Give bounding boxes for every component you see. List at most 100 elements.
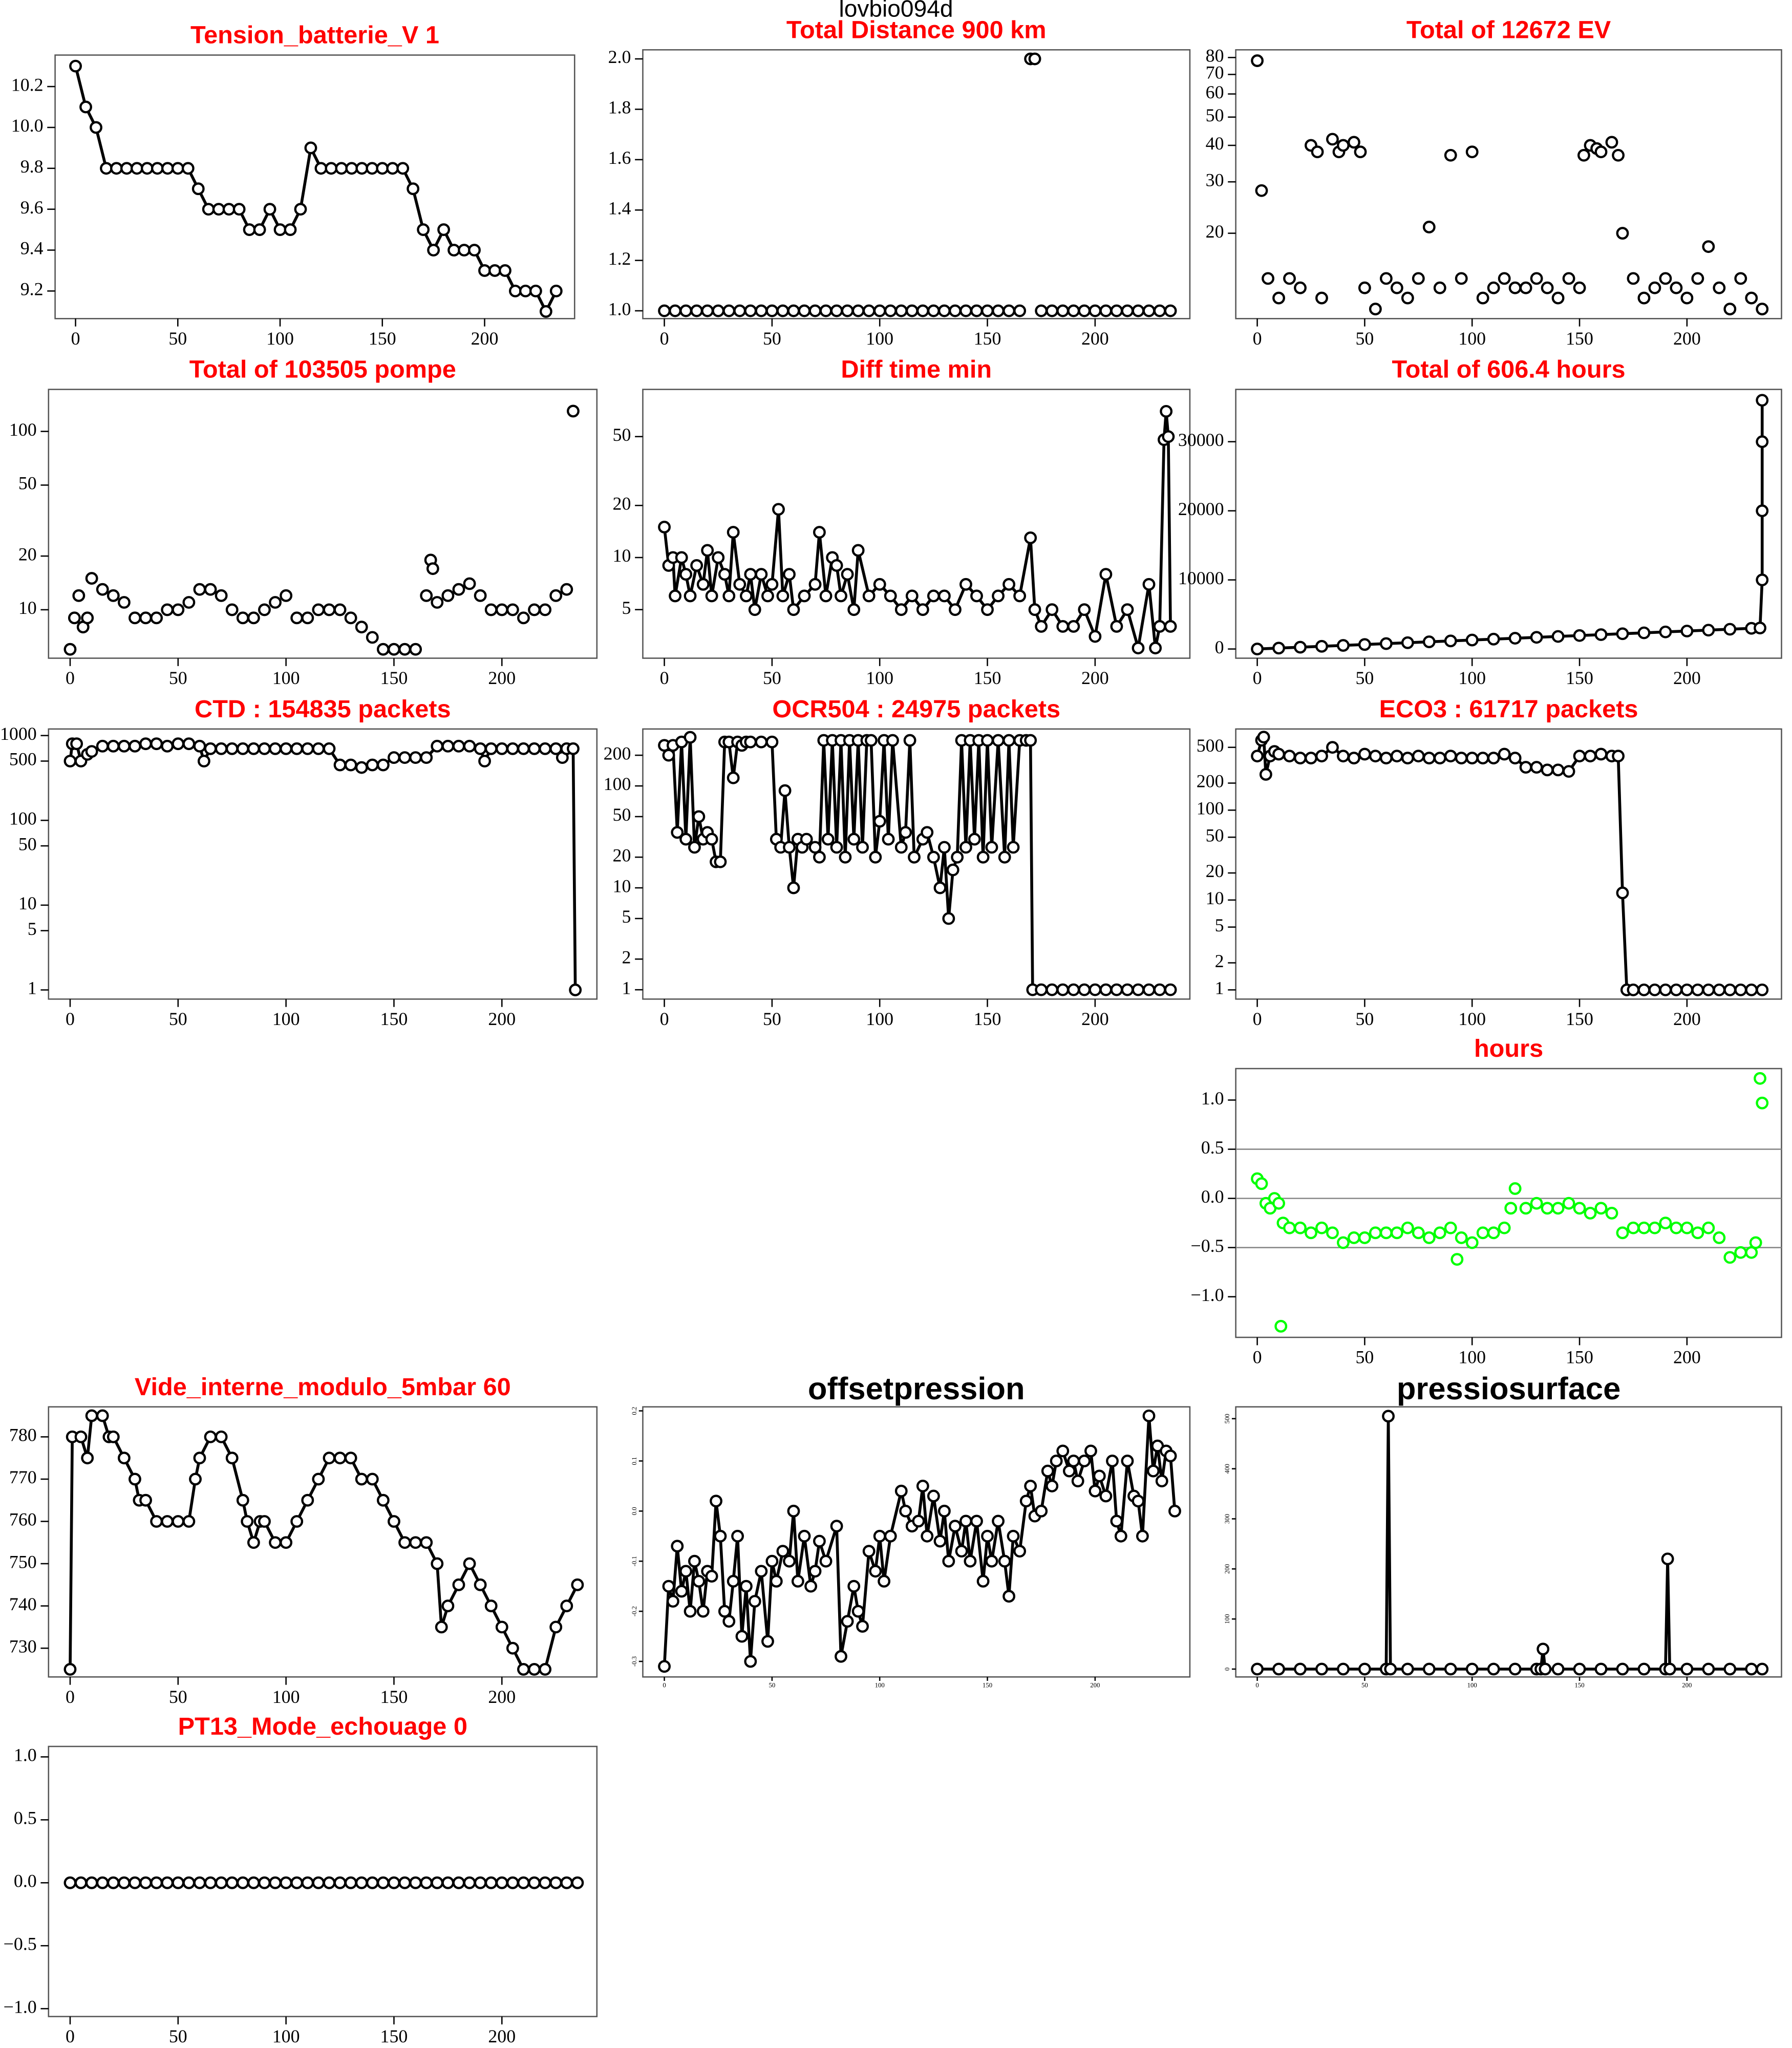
point: [1422, 221, 1436, 233]
y-tick-label: 200: [1197, 771, 1224, 792]
point: [1519, 1202, 1532, 1215]
point: [1551, 763, 1565, 777]
point: [884, 304, 897, 317]
point: [927, 589, 940, 603]
y-tick-label: −0.5: [1190, 1235, 1224, 1256]
point: [1132, 1495, 1145, 1508]
x-tick-label: 100: [272, 1009, 300, 1029]
point: [821, 833, 835, 846]
point: [1713, 983, 1726, 996]
point: [998, 850, 1011, 864]
point: [1756, 1096, 1769, 1110]
point: [247, 742, 260, 755]
point: [409, 1536, 422, 1549]
point: [150, 737, 163, 751]
x-tick-label: 50: [763, 1009, 781, 1029]
point: [409, 1876, 422, 1889]
point: [273, 223, 287, 236]
point: [452, 1876, 465, 1889]
point: [1756, 303, 1769, 316]
point: [1476, 291, 1489, 305]
point: [1110, 304, 1123, 317]
point: [1659, 983, 1672, 996]
chart-title: ECO3 : 61717 packets: [1379, 695, 1638, 723]
point: [658, 521, 671, 534]
point: [869, 850, 882, 864]
point: [63, 1663, 77, 1676]
point: [417, 223, 430, 236]
point: [1110, 983, 1123, 996]
point: [304, 141, 317, 155]
point: [1519, 281, 1532, 294]
point: [407, 182, 420, 196]
point: [1041, 1464, 1054, 1478]
point: [761, 589, 774, 603]
point: [333, 1452, 347, 1465]
point: [1756, 983, 1769, 996]
y-tick-label: 10: [18, 598, 37, 618]
chart-title: Tension_batterie_V 1: [190, 22, 439, 49]
point: [776, 304, 790, 317]
point: [959, 578, 972, 591]
point: [1401, 1662, 1414, 1676]
point: [1089, 630, 1102, 643]
point: [813, 526, 826, 539]
y-tick-label: 740: [9, 1594, 37, 1614]
point: [117, 1452, 131, 1465]
point: [1508, 1182, 1522, 1195]
point: [1584, 750, 1597, 763]
point: [1594, 748, 1608, 761]
point: [748, 603, 761, 616]
point: [1401, 291, 1414, 305]
point: [1337, 750, 1350, 763]
point: [1255, 184, 1268, 197]
point: [916, 1479, 929, 1492]
point: [1605, 136, 1618, 149]
x-tick-label: 0: [1253, 1009, 1262, 1029]
point: [85, 745, 98, 758]
point: [539, 603, 552, 616]
point: [1369, 1226, 1382, 1240]
y-tick-label: -0.3: [631, 1656, 638, 1667]
point: [1541, 281, 1554, 294]
point: [63, 755, 77, 767]
point: [355, 162, 369, 175]
x-tick-label: 200: [1673, 1009, 1701, 1029]
point: [1637, 291, 1651, 305]
point: [355, 1876, 368, 1889]
x-tick-label: 150: [380, 1009, 408, 1029]
point: [139, 611, 152, 625]
point: [669, 304, 682, 317]
point: [463, 739, 476, 753]
y-tick-label: 50: [1206, 105, 1224, 125]
point: [269, 596, 282, 609]
point: [1573, 281, 1586, 294]
point: [1562, 765, 1575, 778]
point: [1659, 272, 1672, 285]
point: [679, 833, 693, 846]
point: [718, 1605, 731, 1618]
point: [151, 162, 164, 175]
point: [236, 1876, 249, 1889]
point: [1412, 750, 1425, 763]
point: [662, 1580, 675, 1593]
point: [344, 1876, 357, 1889]
point: [528, 1663, 541, 1676]
point: [1347, 1231, 1360, 1244]
point: [1056, 1444, 1070, 1458]
point: [864, 734, 878, 747]
point: [765, 304, 779, 317]
point: [161, 603, 174, 616]
point: [1444, 750, 1457, 763]
point: [718, 568, 731, 581]
point: [1337, 139, 1350, 152]
point: [933, 881, 947, 894]
point: [431, 1557, 444, 1570]
point: [1251, 1662, 1264, 1676]
x-tick-label: 50: [763, 668, 781, 688]
point: [1099, 304, 1113, 317]
point: [499, 264, 511, 277]
point: [161, 162, 174, 175]
point: [1056, 304, 1070, 317]
point: [495, 603, 508, 616]
